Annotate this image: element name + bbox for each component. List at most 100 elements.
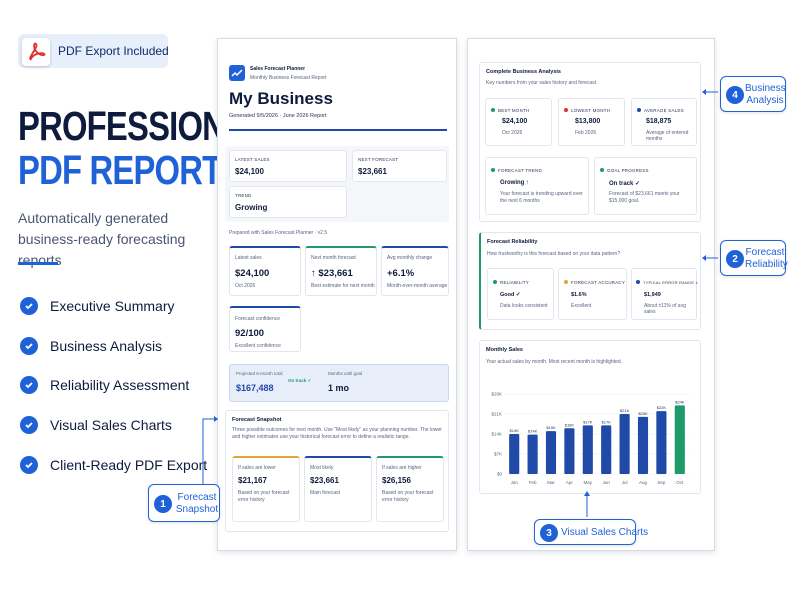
scenario-value: $23,661 [310, 476, 339, 485]
x-tick-label: Jun [603, 480, 611, 485]
chart-logo-icon [229, 65, 245, 81]
callout-label: Forecast Snapshot [175, 492, 219, 516]
kpi-label: Latest sales [235, 255, 262, 261]
hero-title-line2: PDF REPORTS [18, 147, 243, 193]
scenario-card: If sales are lower $21,167 Based on your… [232, 456, 300, 522]
section-desc: Three possible outcomes for next month. … [232, 427, 442, 440]
err-sub: About ±11% of avg sales [644, 303, 686, 315]
latest-sales-card: LATEST SALES $24,100 [229, 150, 347, 182]
stat-card: AVERAGE SALES $18,875 Average of entered… [631, 98, 697, 146]
chart-desc: Your actual sales by month. Most recent … [486, 359, 623, 365]
check-icon [20, 456, 38, 474]
feature-item: Visual Sales Charts [20, 413, 172, 437]
status-badge: On track ✓ [288, 378, 312, 383]
kpi-card: Avg monthly change +6.1% Month-over-mont… [381, 246, 449, 296]
bar [656, 411, 667, 474]
callout-label: Forecast Reliability [745, 247, 788, 271]
bar [545, 431, 557, 474]
y-tick-label: $14K [491, 432, 502, 437]
acc-label: FORECAST ACCURACY [571, 280, 626, 285]
y-tick-label: $28K [491, 392, 502, 397]
bar [509, 434, 520, 474]
projected-label: Projected 6-month total [236, 371, 283, 376]
stat-card: BEST MONTH $24,100 Oct 2026 [485, 98, 552, 146]
confidence-value: 92/100 [235, 328, 265, 339]
stat-sub: Oct 2026 [502, 130, 523, 136]
next-forecast-card: NEXT FORECAST $23,661 [352, 150, 447, 182]
stat-label: AVERAGE SALES [644, 108, 684, 113]
reliability-card: TYPICAL ERROR RANGE ± $1,949 About ±11% … [631, 268, 698, 320]
projected-box: Projected 6-month total $167,488 On trac… [229, 364, 449, 402]
goal-value: 1 mo [328, 383, 350, 393]
stat-value: On track ✓ [609, 181, 641, 187]
card-label: TREND [235, 193, 252, 198]
data-label: $16K [565, 422, 575, 427]
subtitle-line1: Automatically generated [18, 210, 169, 226]
trend-card: TREND Growing [229, 186, 347, 218]
callout-number: 1 [154, 495, 172, 513]
kpi-card: Latest sales $24,100 Oct 2026 [229, 246, 301, 296]
stat-sub: Feb 2026 [575, 130, 597, 136]
prepared-note: Prepared with Sales Forecast Planner · v… [229, 230, 328, 236]
confidence-card: Forecast confidence 92/100 Excellent con… [229, 306, 301, 352]
acc-sub: Excellent [571, 303, 592, 309]
section-title: Forecast Reliability [487, 239, 538, 245]
x-tick-label: Feb [529, 480, 537, 485]
data-label: $24K [675, 399, 685, 404]
data-label: $17K [602, 419, 612, 424]
callout-business-analysis: 4 Business Analysis [720, 76, 786, 112]
data-label: $22K [657, 405, 667, 410]
feature-item: Client-Ready PDF Export [20, 453, 207, 477]
check-icon [20, 337, 38, 355]
check-icon [20, 376, 38, 394]
feature-label: Reliability Assessment [50, 377, 190, 393]
callout-line: Reliability [745, 259, 788, 270]
scenario-card: Most likely $23,661 Main forecast [304, 456, 372, 522]
stat-card: FORECAST TREND Growing ↑ Your forecast i… [485, 157, 589, 215]
x-tick-label: Aug [639, 480, 648, 485]
scenario-sub: Based on your forecast error history [238, 490, 290, 503]
confidence-sub: Excellent confidence [235, 343, 281, 349]
confidence-label: Forecast confidence [235, 316, 281, 322]
status-dot [564, 108, 568, 112]
acc-value: $1.6% [571, 292, 587, 298]
kpi-sub: Month-over-month average [387, 283, 448, 289]
data-label: $20K [638, 411, 648, 416]
status-dot [564, 280, 568, 284]
bar [619, 414, 630, 474]
callout-forecast-snapshot: 1 Forecast Snapshot [148, 484, 220, 522]
scenario-value: $26,156 [382, 476, 411, 485]
stat-card: LOWEST MONTH $13,800 Feb 2026 [558, 98, 625, 146]
scenario-sub: Based on your forecast error history [382, 490, 434, 503]
rel-sub: Data looks consistent [500, 303, 548, 309]
x-tick-label: Jul [622, 480, 628, 485]
callout-number: 3 [540, 524, 558, 542]
stat-sub: Average of entered months [646, 130, 689, 142]
scenario-sub: Main forecast [310, 490, 341, 496]
x-tick-label: Mar [547, 480, 555, 485]
feature-label: Client-Ready PDF Export [50, 457, 208, 473]
x-tick-label: Oct [676, 480, 684, 485]
hero-subtitle: Automatically generated business-ready f… [18, 208, 218, 271]
stat-value: $13,800 [575, 118, 601, 125]
monthly-sales-chart: $0 $7K $14K $21K $28K $14K Jan $14K Feb $15K Mar $1… [491, 392, 689, 485]
bar [582, 425, 593, 474]
data-label: $15K [546, 425, 556, 430]
stat-card: GOAL PROGRESS On track ✓ Forecast of $23… [594, 157, 697, 215]
scenario-label: If sales are higher [382, 465, 422, 471]
x-tick-label: Apr [566, 480, 574, 485]
stat-value: $24,100 [502, 118, 528, 125]
x-tick-label: Jan [511, 480, 519, 485]
projected-value: $167,488 [236, 383, 274, 393]
feature-label: Business Analysis [50, 338, 163, 354]
section-desc: How trustworthy is this forecast based o… [487, 251, 621, 257]
stat-sub: Your forecast is trending upward over th… [500, 191, 583, 204]
card-label: NEXT FORECAST [358, 157, 399, 162]
scenario-label: If sales are lower [238, 465, 276, 471]
app-name: Sales Forecast Planner [250, 66, 306, 72]
card-value: Growing [235, 203, 268, 212]
status-dot [493, 280, 497, 284]
callout-line: Business [745, 83, 786, 94]
reliability-card: FORECAST ACCURACY $1.6% Excellent [558, 268, 627, 320]
callout-label: Visual Sales Charts [561, 527, 649, 538]
